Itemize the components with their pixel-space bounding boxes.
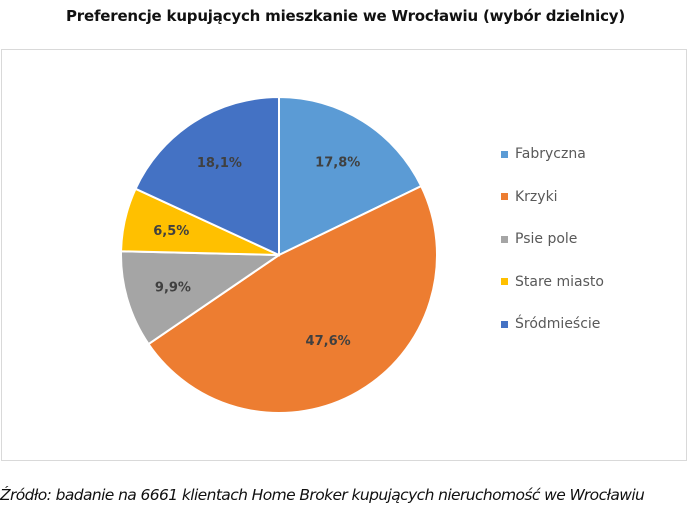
pie-slice-fabryczna [278, 95, 423, 257]
pie-slice-krzyki [147, 184, 438, 414]
data-label: 6,5% [153, 224, 189, 239]
legend-swatch [501, 193, 508, 201]
source-note: Źródło: badanie na 6661 klientach Home B… [0, 486, 645, 504]
legend-item-fabryczna: Fabryczna [501, 133, 604, 176]
data-label: 9,9% [155, 280, 191, 295]
data-label: 17,8% [315, 155, 360, 170]
data-label: 47,6% [306, 334, 351, 349]
legend-item-psie-pole: Psie pole [501, 218, 604, 261]
pie-slice-śródmieście [134, 95, 280, 257]
legend-swatch [501, 235, 508, 243]
data-label: 18,1% [197, 156, 242, 171]
legend-item-srodmiescie: Śródmieście [501, 303, 604, 346]
legend-item-stare-miasto: Stare miasto [501, 261, 604, 304]
legend-swatch [501, 150, 508, 158]
chart-area [1, 49, 687, 461]
legend-swatch [501, 278, 508, 286]
legend: Fabryczna Krzyki Psie pole Stare miasto … [501, 133, 604, 346]
legend-swatch [501, 320, 508, 328]
legend-item-krzyki: Krzyki [501, 176, 604, 219]
chart-title: Preferencje kupujących mieszkanie we Wro… [66, 7, 625, 25]
pie-slice-psie-pole [120, 250, 283, 346]
